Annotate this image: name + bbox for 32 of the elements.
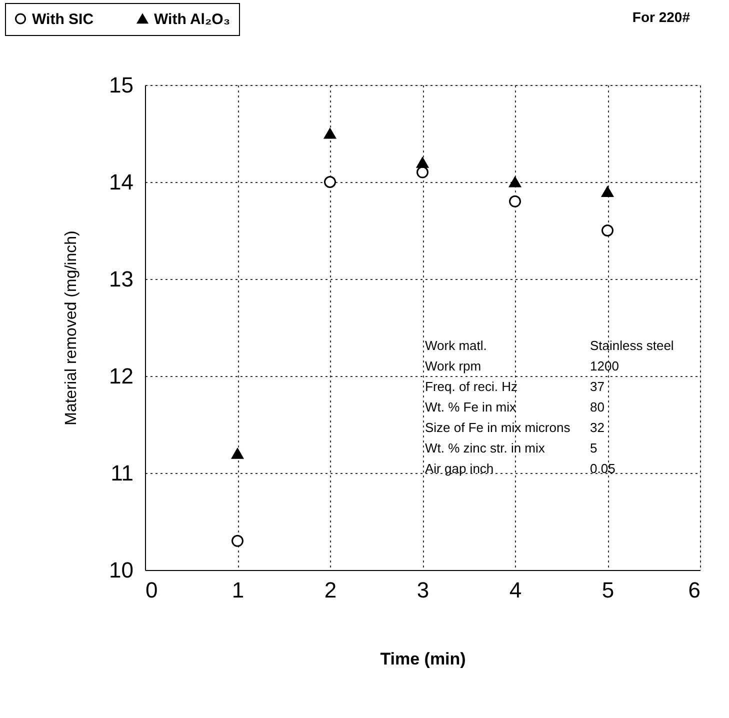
annotation: Work rpm: [425, 358, 482, 374]
annotation: Air gap inch: [425, 461, 494, 476]
x-tick-label: 4: [509, 578, 522, 602]
annotation: 1200: [590, 358, 619, 374]
y-tick-label: 14: [109, 170, 134, 194]
y-tick-label: 10: [109, 558, 134, 582]
annotation: Stainless steel: [590, 338, 674, 353]
annotation: 5: [590, 440, 598, 456]
annotation: 37: [590, 379, 604, 394]
annotation: Work matl.: [425, 338, 487, 353]
legend-label: With SIC: [32, 10, 94, 28]
legend-label: With Al₂O₃: [154, 10, 230, 28]
x-tick-label: 1: [232, 578, 244, 602]
x-tick-label: 5: [602, 578, 614, 602]
y-tick-label: 12: [109, 364, 134, 388]
text: For 220#: [632, 9, 690, 25]
annotation: 80: [590, 400, 604, 414]
x-tick-label: 3: [416, 578, 430, 602]
x-tick-label: 0: [146, 578, 158, 602]
y-tick-label: 15: [109, 72, 134, 98]
x-tick-label: 2: [324, 578, 337, 602]
annotation: 0.05: [590, 461, 616, 476]
annotation: 32: [590, 420, 604, 435]
annotation: Wt. % Fe in mix: [425, 400, 517, 414]
annotation: Freq. of reci. Hz: [425, 379, 518, 394]
y-tick-label: 13: [109, 266, 134, 292]
y-axis-title: Material removed (mg/inch): [63, 230, 80, 426]
x-axis-title: Time (min): [380, 650, 466, 668]
x-tick-label: 6: [688, 578, 700, 602]
annotation: Size of Fe in mix microns: [425, 420, 571, 435]
y-tick-label: 11: [110, 460, 134, 486]
annotation: Wt. % zinc str. in mix: [425, 440, 546, 456]
